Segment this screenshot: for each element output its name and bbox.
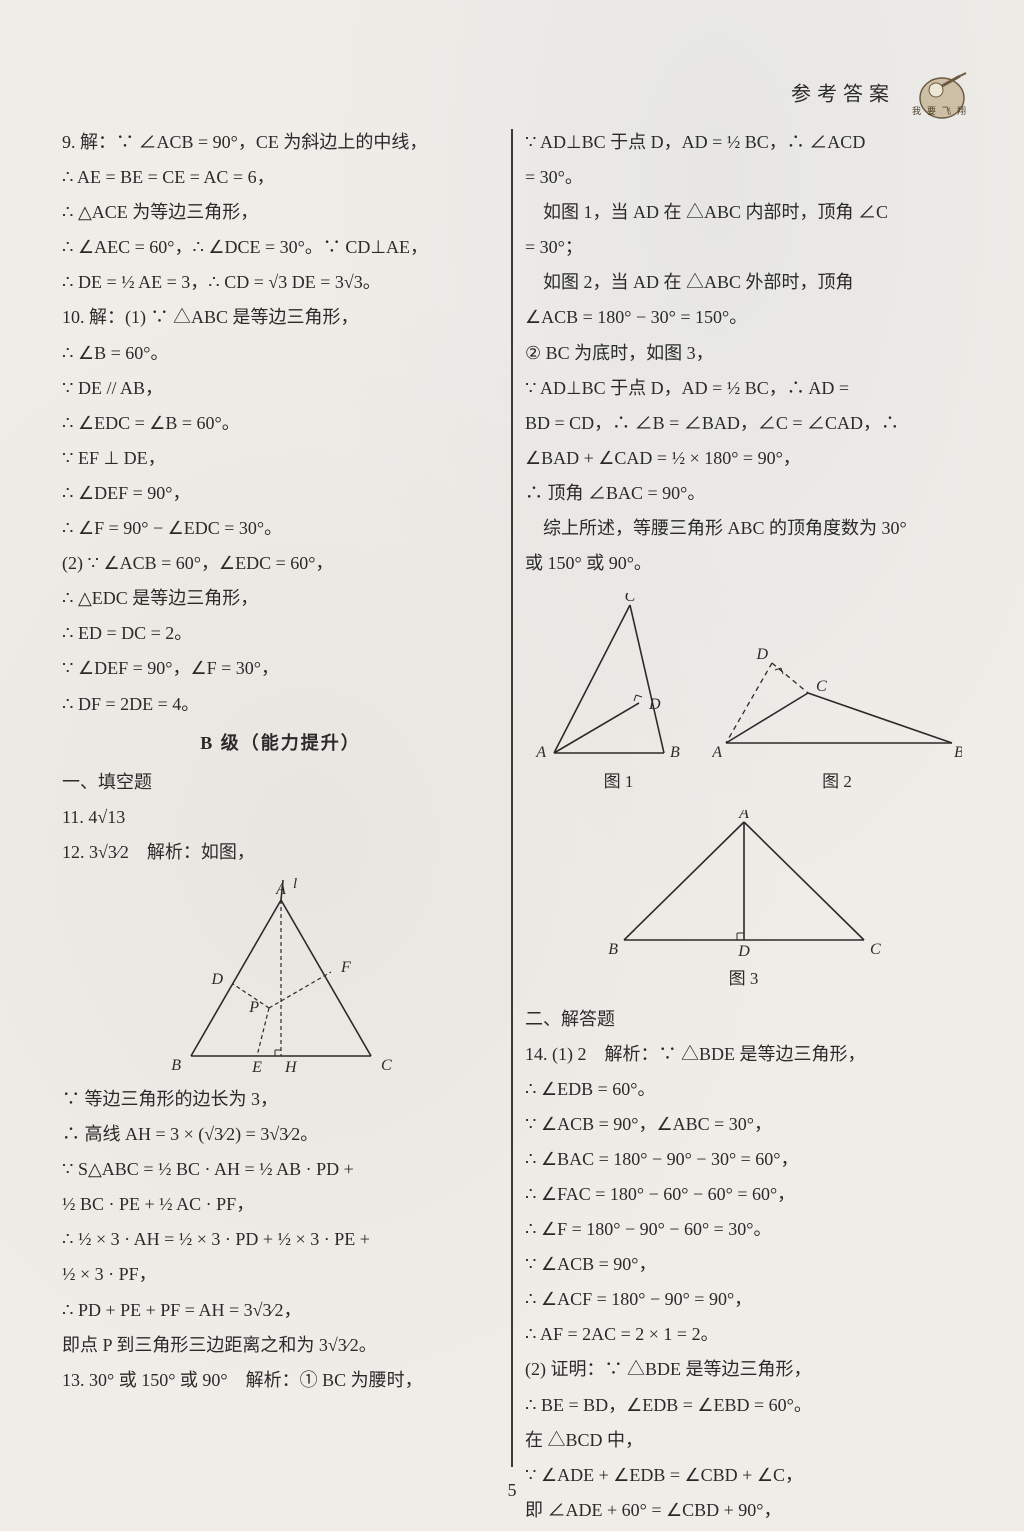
svg-text:H: H: [284, 1059, 298, 1076]
svg-text:A: A: [275, 881, 286, 898]
header-title: 参考答案: [791, 84, 895, 106]
text-line: ∵ DE // AB，: [62, 371, 499, 406]
text-line: ∴ ∠FAC = 180° − 60° − 60° = 60°，: [525, 1177, 962, 1212]
svg-text:D: D: [648, 696, 661, 713]
text-line: ∴ BE = BD，∠EDB = ∠EBD = 60°。: [525, 1388, 962, 1423]
svg-text:P: P: [248, 999, 259, 1016]
text-line: ∵ ∠ACB = 90°，: [525, 1247, 962, 1282]
svg-text:C: C: [381, 1057, 392, 1074]
subheading-solve: 二、解答题: [525, 1002, 962, 1037]
text-line: 即点 P 到三角形三边距离之和为 3√3⁄2。: [62, 1328, 499, 1363]
text-line: 13. 30° 或 150° 或 90° 解析：① BC 为腰时，: [62, 1363, 499, 1398]
figure-2: A B C D 图 2: [712, 633, 962, 798]
text-line: ∴ ∠AEC = 60°，∴ ∠DCE = 30°。∵ CD⊥AE，: [62, 230, 499, 265]
text-line: ∴ ED = DC = 2。: [62, 616, 499, 651]
text-line: ∴ 顶角 ∠BAC = 90°。: [525, 476, 962, 511]
text-line: ∴ △ACE 为等边三角形，: [62, 195, 499, 230]
svg-text:D: D: [210, 971, 223, 988]
figure-3-label: 图 3: [525, 962, 962, 995]
header-badge: 我要飞翔: [912, 70, 974, 122]
text-line: ∴ ∠ACF = 180° − 90° = 90°，: [525, 1282, 962, 1317]
svg-text:l: l: [293, 876, 297, 892]
text-line: ∵ 等边三角形的边长为 3，: [62, 1082, 499, 1117]
text-line: ∴ DE = ½ AE = 3，∴ CD = √3 DE = 3√3。: [62, 265, 499, 300]
text-line: 综上所述，等腰三角形 ABC 的顶角度数为 30°: [525, 511, 962, 546]
figure-2-label: 图 2: [712, 765, 962, 798]
text-line: ∵ AD⊥BC 于点 D，AD = ½ BC，∴ AD =: [525, 371, 962, 406]
svg-text:C: C: [870, 941, 881, 958]
text-line: ∴ DF = 2DE = 4。: [62, 687, 499, 722]
text-line: ∴ ∠BAC = 180° − 90° − 30° = 60°，: [525, 1142, 962, 1177]
svg-text:D: D: [755, 646, 768, 663]
text-line: ∵ ∠DEF = 90°，∠F = 30°，: [62, 651, 499, 686]
text-line: ∵ AD⊥BC 于点 D，AD = ½ BC，∴ ∠ACD: [525, 125, 962, 160]
text-line: (2) ∵ ∠ACB = 60°，∠EDC = 60°，: [62, 546, 499, 581]
svg-text:D: D: [737, 943, 750, 960]
columns: 9. 解：∵ ∠ACB = 90°，CE 为斜边上的中线， ∴ AE = BE …: [50, 125, 974, 1471]
svg-text:B: B: [171, 1057, 181, 1074]
svg-text:C: C: [816, 678, 827, 695]
q11: 11. 4√13: [62, 800, 499, 835]
text-line: ∴ ∠DEF = 90°，: [62, 476, 499, 511]
svg-text:B: B: [670, 744, 680, 761]
text-line: ½ × 3 · PF，: [62, 1257, 499, 1292]
text-line: ∴ ∠F = 90° − ∠EDC = 30°。: [62, 511, 499, 546]
text-line: ② BC 为底时，如图 3，: [525, 336, 962, 371]
text-line: ∠ACB = 180° − 30° = 150°。: [525, 300, 962, 335]
svg-text:B: B: [608, 941, 618, 958]
text-line: ∴ AE = BE = CE = AC = 6，: [62, 160, 499, 195]
figure-1-label: 图 1: [525, 765, 712, 798]
text-line: ∵ S△ABC = ½ BC · AH = ½ AB · PD +: [62, 1152, 499, 1187]
triangle-figure-q12: lA B C D F E H P: [62, 876, 499, 1076]
svg-text:B: B: [954, 744, 962, 761]
text-line: (2) 证明：∵ △BDE 是等边三角形，: [525, 1352, 962, 1387]
page-header: 参考答案 我要飞翔: [674, 70, 974, 122]
page-footer: 5: [50, 1480, 974, 1501]
page-number: 5: [508, 1480, 517, 1500]
svg-text:A: A: [738, 810, 749, 822]
text-line: ∴ ∠EDC = ∠B = 60°。: [62, 406, 499, 441]
figure-row-1-2: A B C D 图 1 A B C D 图 2: [525, 587, 962, 804]
text-line: 在 △BCD 中，: [525, 1423, 962, 1458]
svg-text:E: E: [251, 1059, 262, 1076]
text-line: = 30°。: [525, 160, 962, 195]
text-line: ∵ EF ⊥ DE，: [62, 441, 499, 476]
text-line: ∴ PD + PE + PF = AH = 3√3⁄2，: [62, 1293, 499, 1328]
text-line: ∵ ∠ACB = 90°，∠ABC = 30°，: [525, 1107, 962, 1142]
page: 参考答案 我要飞翔 9. 解：∵ ∠ACB = 90°，CE 为斜边上的中线， …: [50, 70, 974, 1501]
text-line: ∴ △EDC 是等边三角形，: [62, 581, 499, 616]
text-line: ∠BAD + ∠CAD = ½ × 180° = 90°，: [525, 441, 962, 476]
text-line: 14. (1) 2 解析：∵ △BDE 是等边三角形，: [525, 1037, 962, 1072]
figure-3: A B C D 图 3: [525, 810, 962, 995]
text-line: 或 150° 或 90°。: [525, 546, 962, 581]
text-line: = 30°；: [525, 230, 962, 265]
text-line: ∴ ∠B = 60°。: [62, 336, 499, 371]
svg-text:C: C: [624, 593, 635, 605]
section-b-title: B 级（能力提升）: [62, 726, 499, 761]
text-line: ∴ ∠F = 180° − 90° − 60° = 30°。: [525, 1212, 962, 1247]
text-line: ∴ 高线 AH = 3 × (√3⁄2) = 3√3⁄2。: [62, 1117, 499, 1152]
figure-1: A B C D 图 1: [525, 593, 712, 798]
text-line: ∴ ½ × 3 · AH = ½ × 3 · PD + ½ × 3 · PE +: [62, 1222, 499, 1257]
svg-text:A: A: [535, 744, 546, 761]
text-line: BD = CD，∴ ∠B = ∠BAD，∠C = ∠CAD，∴: [525, 406, 962, 441]
text-line: 如图 2，当 AD 在 △ABC 外部时，顶角: [525, 265, 962, 300]
svg-text:A: A: [712, 744, 722, 761]
q12-prefix: 12. 3√3⁄2 解析：如图，: [62, 835, 499, 870]
text-line: 9. 解：∵ ∠ACB = 90°，CE 为斜边上的中线，: [62, 125, 499, 160]
text-line: ½ BC · PE + ½ AC · PF，: [62, 1187, 499, 1222]
text-line: ∴ AF = 2AC = 2 × 1 = 2。: [525, 1317, 962, 1352]
right-column: ∵ AD⊥BC 于点 D，AD = ½ BC，∴ ∠ACD = 30°。 如图 …: [513, 125, 974, 1471]
text-line: 如图 1，当 AD 在 △ABC 内部时，顶角 ∠C: [525, 195, 962, 230]
text-line: 10. 解：(1) ∵ △ABC 是等边三角形，: [62, 300, 499, 335]
left-column: 9. 解：∵ ∠ACB = 90°，CE 为斜边上的中线， ∴ AE = BE …: [50, 125, 511, 1471]
text-line: ∴ ∠EDB = 60°。: [525, 1072, 962, 1107]
subheading-fill: 一、填空题: [62, 765, 499, 800]
badge-text: 我要飞翔: [912, 105, 972, 116]
svg-text:F: F: [340, 959, 351, 976]
